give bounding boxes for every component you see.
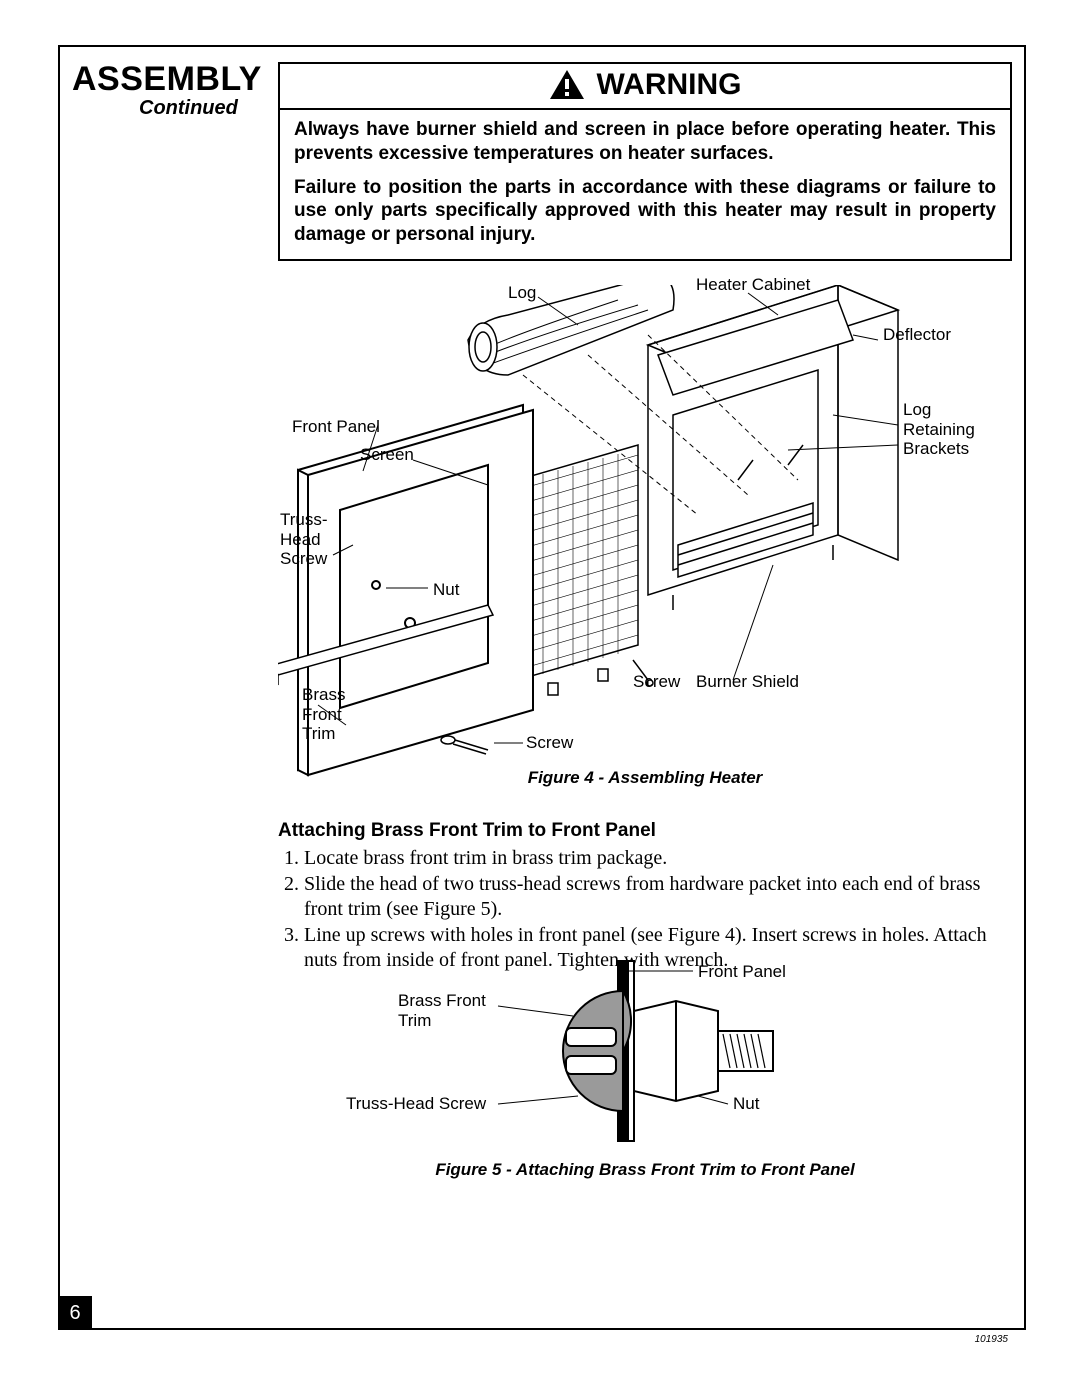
warning-body: Always have burner shield and screen in …: [280, 110, 1010, 259]
document-id: 101935: [975, 1334, 1008, 1345]
attach-instructions: Locate brass front trim in brass trim pa…: [278, 846, 1012, 974]
warning-title: WARNING: [597, 68, 742, 102]
figure-5-svg: [278, 956, 1012, 1166]
label-fig5-brass-front-trim: Brass Front Trim: [398, 991, 486, 1030]
figure-5-caption: Figure 5 - Attaching Brass Front Trim to…: [278, 1160, 1012, 1180]
label-screw-1: Screw: [526, 733, 573, 753]
figure-4-diagram: Log Heater Cabinet Deflector Log Retaini…: [278, 285, 1012, 795]
label-fig5-front-panel: Front Panel: [698, 962, 786, 982]
figure-4-svg: [278, 285, 1012, 795]
label-truss-head-screw: Truss- Head Screw: [280, 510, 328, 569]
warning-box: WARNING Always have burner shield and sc…: [278, 62, 1012, 261]
label-heater-cabinet: Heater Cabinet: [696, 275, 810, 295]
label-log: Log: [508, 283, 536, 303]
step-1: Locate brass front trim in brass trim pa…: [304, 846, 1012, 870]
page-number: 6: [58, 1296, 92, 1330]
section-title: ASSEMBLY: [72, 60, 262, 99]
label-brass-front-trim: Brass Front Trim: [302, 685, 345, 744]
warning-para-1: Always have burner shield and screen in …: [294, 118, 996, 166]
label-fig5-nut: Nut: [733, 1094, 759, 1114]
label-burner-shield: Burner Shield: [696, 672, 799, 692]
figure-4-caption: Figure 4 - Assembling Heater: [278, 768, 1012, 788]
warning-header: WARNING: [280, 64, 1010, 110]
label-nut: Nut: [433, 580, 459, 600]
step-2: Slide the head of two truss-head screws …: [304, 872, 1012, 921]
label-front-panel: Front Panel: [292, 417, 380, 437]
label-log-retaining-brackets: Log Retaining Brackets: [903, 400, 975, 459]
figure-5-diagram: Front Panel Brass Front Trim Truss-Head …: [278, 956, 1012, 1166]
section-continued: Continued: [139, 97, 238, 120]
label-fig5-truss-head-screw: Truss-Head Screw: [346, 1094, 486, 1114]
label-screen: Screen: [360, 445, 414, 465]
manual-page: ASSEMBLY Continued WARNING Always have b…: [0, 0, 1080, 1397]
warning-para-2: Failure to position the parts in accorda…: [294, 176, 996, 247]
warning-triangle-icon: [549, 69, 585, 101]
attach-heading: Attaching Brass Front Trim to Front Pane…: [278, 820, 656, 842]
label-deflector: Deflector: [883, 325, 951, 345]
label-screw-2: Screw: [633, 672, 680, 692]
